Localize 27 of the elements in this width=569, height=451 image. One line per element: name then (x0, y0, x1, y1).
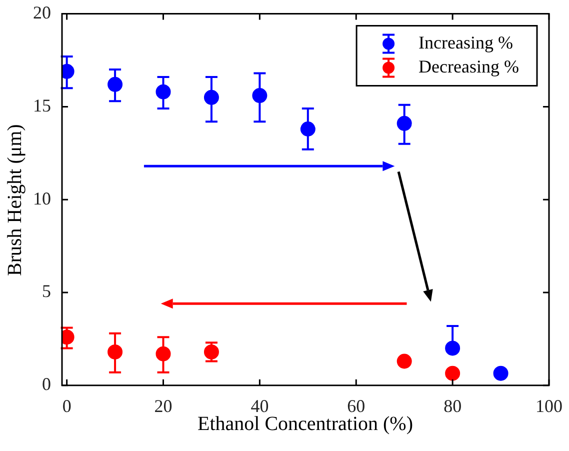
point (204, 90, 219, 105)
x-tick-label: 100 (536, 396, 562, 416)
point (396, 354, 412, 369)
x-axis-title: Ethanol Concentration (%) (198, 413, 413, 436)
y-tick-label: 15 (33, 95, 51, 116)
point (156, 346, 171, 362)
legend-label: Increasing % (418, 32, 514, 53)
y-tick-label: 10 (33, 188, 51, 208)
legend-label: Decreasing % (418, 56, 520, 77)
y-tick-label: 5 (42, 281, 51, 302)
point (445, 340, 460, 356)
x-tick-label: 80 (444, 396, 462, 416)
point (396, 116, 412, 131)
point (108, 76, 123, 92)
y-tick-label: 0 (42, 374, 51, 394)
x-tick-label: 20 (154, 396, 172, 416)
point (108, 344, 123, 360)
y-axis-title: Brush Height (μm) (4, 124, 27, 276)
y-tick-label: 20 (33, 2, 51, 23)
x-tick-label: 0 (62, 396, 72, 416)
x-tick-label: 60 (347, 396, 366, 416)
point (252, 88, 268, 104)
point (445, 366, 460, 381)
point (300, 121, 316, 136)
x-tick-label: 40 (250, 396, 269, 416)
point (493, 366, 508, 381)
point (156, 84, 171, 100)
